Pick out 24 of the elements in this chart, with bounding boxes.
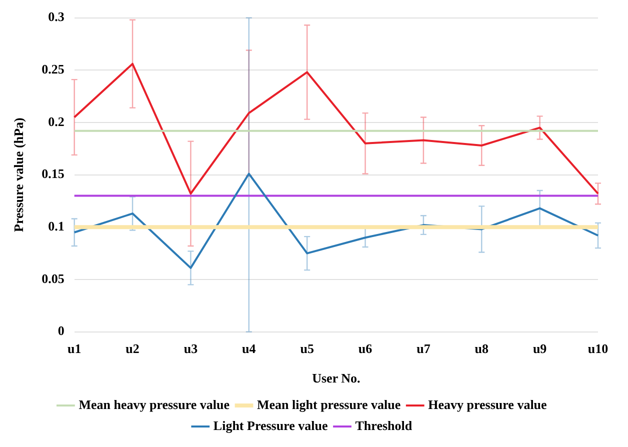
x-tick-label: u6 [358,340,373,356]
x-tick-label: u5 [300,340,314,356]
x-tick-label: u10 [588,340,608,356]
y-tick-label: 0.1 [48,218,64,234]
y-axis-title: Pressure value (hPa) [11,118,26,232]
y-tick-label: 0 [58,323,64,338]
y-tick-label: 0.25 [42,61,65,76]
legend-label: Threshold [355,418,413,433]
legend-label: Heavy pressure value [428,396,548,412]
x-tick-label: u4 [242,340,256,356]
x-tick-label: u3 [184,340,198,356]
legend-label: Light Pressure value [213,418,328,433]
legend-label: Mean heavy pressure value [78,396,230,412]
legend-label: Mean light pressure value [257,396,401,412]
x-tick-label: u9 [532,340,548,356]
y-tick-label: 0.2 [48,114,64,129]
x-axis-title: User No. [312,370,360,386]
x-tick-label: u7 [416,340,431,356]
x-tick-label: u8 [474,340,489,356]
y-tick-label: 0.3 [48,9,65,24]
y-tick-label: 0.15 [42,166,65,182]
y-tick-label: 0.05 [42,270,65,286]
x-tick-label: u1 [67,340,82,356]
x-tick-label: u2 [126,340,140,356]
